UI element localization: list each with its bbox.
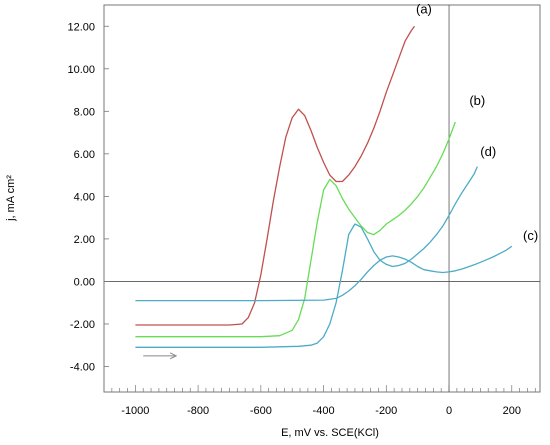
x-axis-title: E, mV vs. SCE(KCl)	[281, 427, 379, 439]
y-tick-label: 8.00	[74, 106, 95, 118]
curve-label: (c)	[523, 228, 538, 243]
y-tick-label: -2.00	[70, 319, 95, 331]
series-line	[135, 121, 456, 338]
y-tick-label: 4.00	[74, 191, 95, 203]
x-tick-label: 200	[503, 405, 521, 417]
x-tick-label: -400	[313, 405, 335, 417]
series-line	[135, 245, 513, 302]
series-group	[135, 25, 513, 348]
plot-frame	[103, 4, 541, 393]
y-tick-label: 12.00	[67, 21, 95, 33]
x-tick-label: -600	[250, 405, 272, 417]
y-tick-label: 0.00	[74, 276, 95, 288]
curve-label: (d)	[480, 144, 496, 159]
x-tick-label: -200	[375, 405, 397, 417]
y-axis-title: j, mA cm²	[5, 175, 17, 222]
y-tick-label: -4.00	[70, 361, 95, 373]
curve-label: (a)	[416, 2, 432, 17]
x-axis-ticks: -1000 -800 -600 -400 -200 0 200	[121, 405, 521, 417]
y-tick-label: 2.00	[74, 234, 95, 246]
series-line	[135, 166, 478, 348]
x-tick-label: 0	[446, 405, 452, 417]
curve-labels: (a) (b) (d) (c)	[416, 2, 538, 243]
x-minor-ticks	[103, 385, 536, 392]
y-axis-ticks: -4.00 -2.00 0.00 2.00 4.00 6.00 8.00 10.00 12.00	[67, 21, 109, 373]
y-tick-label: 6.00	[74, 149, 95, 161]
x-tick-label: -800	[187, 405, 209, 417]
arrow-head	[169, 352, 178, 360]
scan-direction-arrow	[143, 352, 178, 360]
series-line	[135, 25, 416, 326]
x-tick-label: -1000	[121, 405, 149, 417]
y-tick-label: 10.00	[67, 64, 95, 76]
curve-label: (b)	[469, 93, 485, 108]
